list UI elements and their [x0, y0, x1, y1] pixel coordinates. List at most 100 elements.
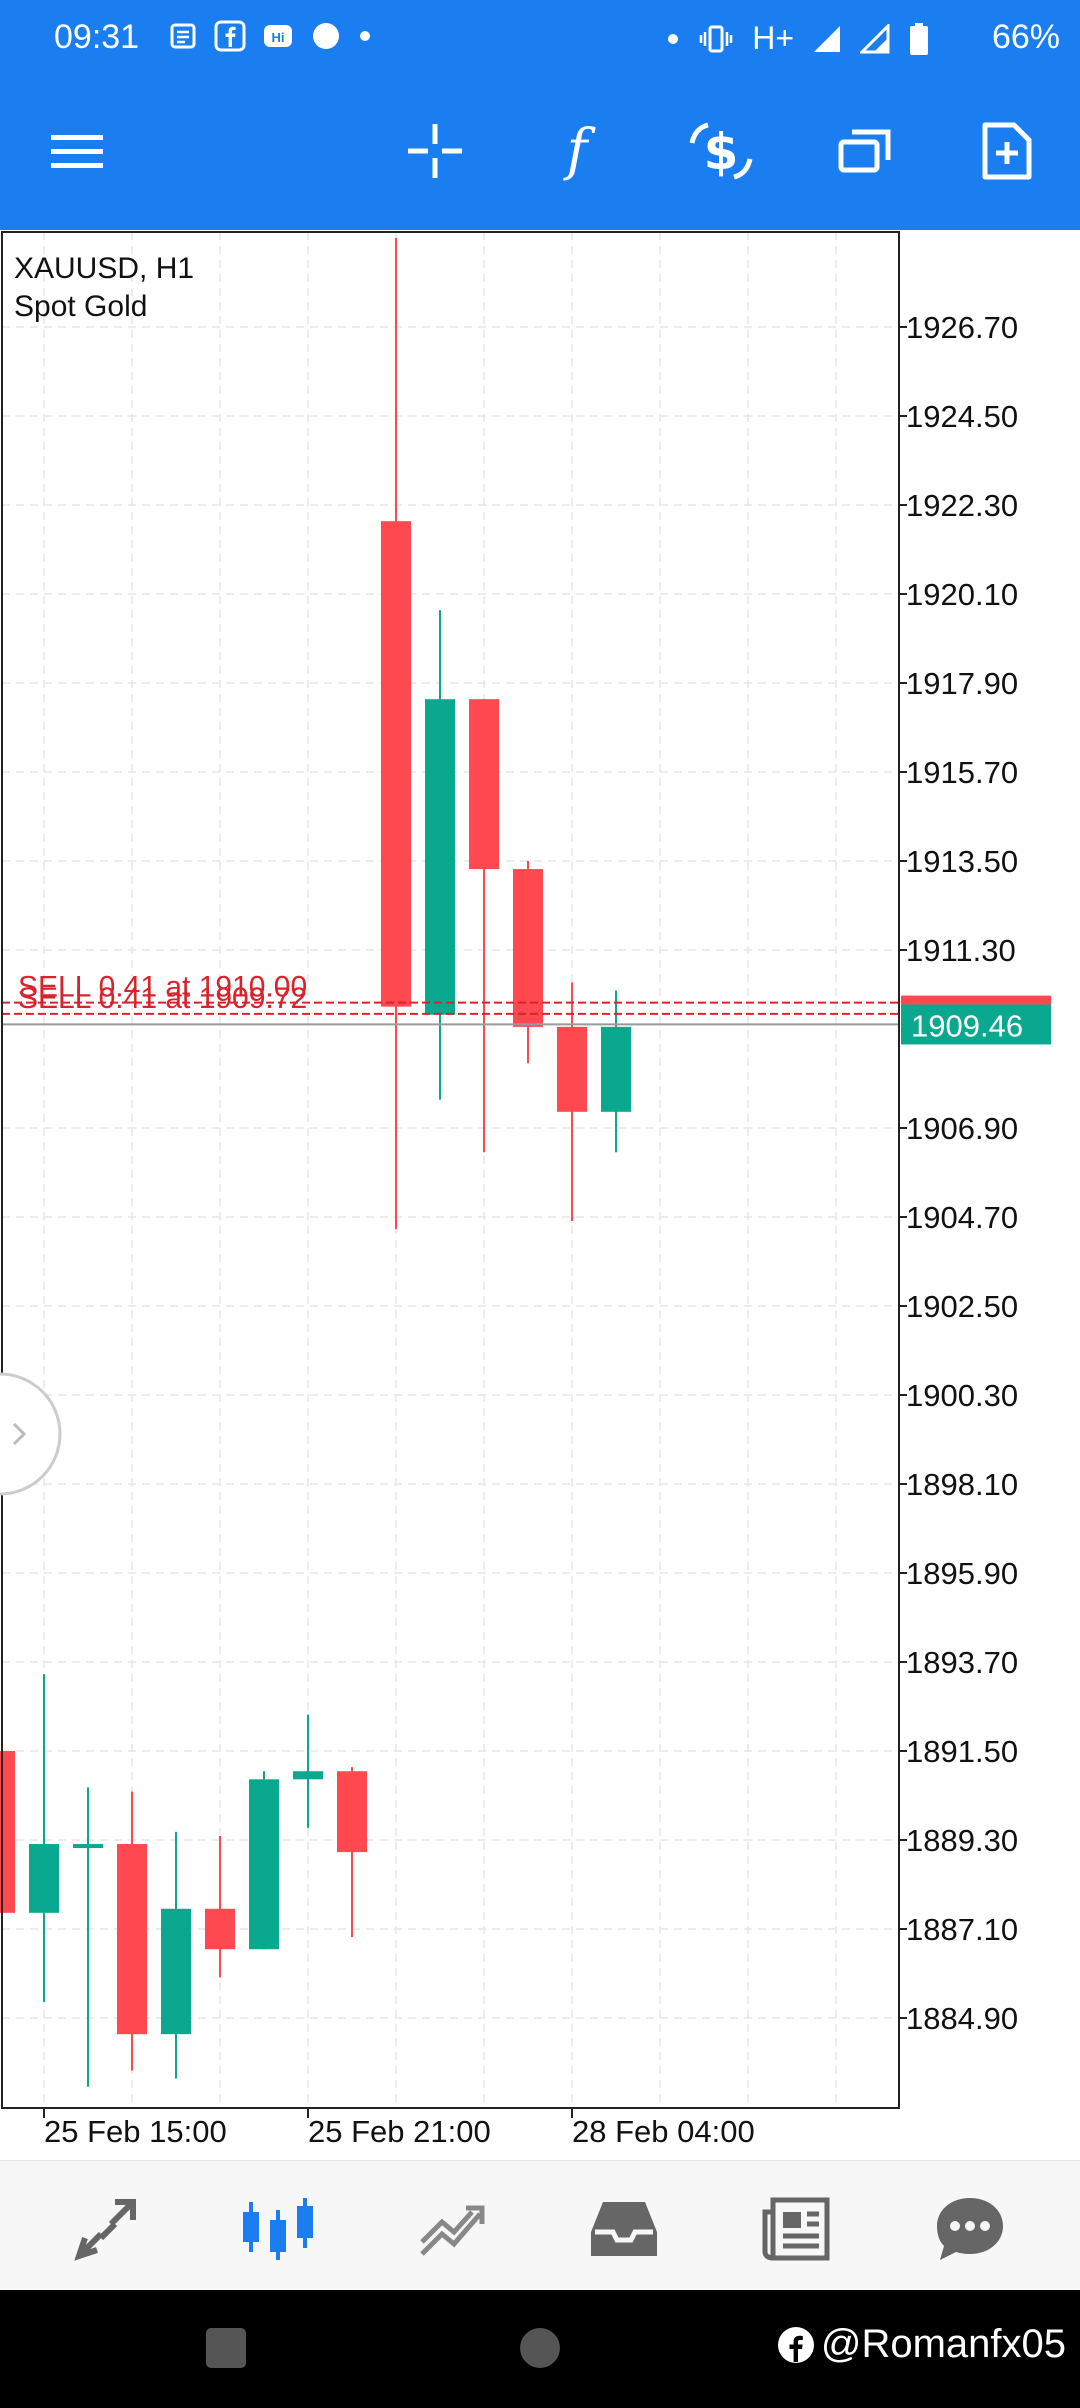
bottom-navigation	[0, 2160, 1080, 2291]
price-tick-label: 1920.10	[906, 577, 1018, 612]
status-bar: 09:31 Hi H+ 66%	[0, 0, 1080, 76]
price-tick-label: 1893.70	[906, 1645, 1018, 1680]
menu-button[interactable]	[42, 116, 112, 186]
status-time: 09:31	[54, 18, 140, 56]
candle	[293, 1714, 323, 1828]
nav-history[interactable]	[584, 2189, 664, 2269]
windows-button[interactable]	[830, 116, 900, 186]
symbol-title: XAUUSD, H1	[14, 252, 195, 285]
candle	[601, 990, 631, 1153]
price-tick-label: 1889.30	[906, 1823, 1018, 1858]
price-tick-label: 1887.10	[906, 1912, 1018, 1947]
candle-body	[557, 1026, 587, 1112]
price-tick-label: 1906.90	[906, 1111, 1018, 1146]
candle-body	[29, 1844, 59, 1913]
candle	[469, 699, 499, 1153]
quotes-arrows-icon	[74, 2199, 136, 2261]
news-icon	[170, 23, 196, 49]
price-tick-label: 1898.10	[906, 1467, 1018, 1502]
nav-quotes[interactable]	[66, 2189, 146, 2269]
nav-chat[interactable]	[930, 2189, 1010, 2269]
home-button[interactable]	[520, 2328, 560, 2368]
price-tick-label: 1917.90	[906, 666, 1018, 701]
watermark: @Romanfx05	[777, 2322, 1066, 2367]
price-tick-label: 1904.70	[906, 1200, 1018, 1235]
watermark-text: @Romanfx05	[820, 2322, 1066, 2366]
vibrate-icon	[699, 25, 733, 52]
candlestick-chart-icon	[243, 2198, 313, 2260]
symbol-info: XAUUSD, H1 Spot Gold	[14, 250, 194, 326]
side-panel-handle[interactable]	[0, 1372, 62, 1496]
candle-body	[249, 1779, 279, 1950]
battery-level: 66%	[991, 18, 1060, 56]
chart-grid	[2, 232, 899, 2108]
hamburger-menu-icon	[51, 135, 103, 168]
price-tick-label: 1900.30	[906, 1378, 1018, 1413]
candle-body	[601, 1026, 631, 1112]
symbol-description: Spot Gold	[14, 290, 148, 323]
price-tick-label: 1913.50	[906, 844, 1018, 879]
function-icon: f	[563, 121, 597, 181]
candle-body	[381, 521, 411, 1007]
price-tick-label: 1902.50	[906, 1289, 1018, 1324]
small-dot-icon	[360, 31, 370, 41]
price-axis: 1926.70 1924.50 1922.30 1920.10 1917.90 1915.…	[899, 310, 1018, 2036]
price-tick-label: 1895.90	[906, 1556, 1018, 1591]
candle-body	[161, 1908, 191, 2035]
candle-body	[0, 1751, 15, 1913]
trade-button[interactable]: $	[686, 116, 756, 186]
current-price-label: 1909.46	[911, 1008, 1023, 1043]
recents-button[interactable]	[206, 2328, 246, 2368]
candle-body	[73, 1844, 103, 1849]
nav-trade[interactable]	[412, 2189, 492, 2269]
trade-line-label: SELL 0.41 at 1909.72	[18, 982, 307, 1015]
chat-bubble-icon	[937, 2198, 1003, 2260]
price-tick-label: 1926.70	[906, 310, 1018, 345]
battery-icon	[910, 22, 928, 55]
candle	[73, 1787, 103, 2087]
inbox-tray-icon	[591, 2202, 657, 2256]
system-navigation-bar: @Romanfx05	[0, 2290, 1080, 2408]
facebook-logo-icon	[777, 2326, 814, 2363]
nav-chart[interactable]	[238, 2189, 318, 2269]
nav-news[interactable]	[756, 2189, 836, 2269]
candle	[425, 610, 455, 1100]
candles	[0, 238, 631, 2087]
notification-icons: Hi	[168, 20, 372, 52]
crosshair-button[interactable]	[400, 116, 470, 186]
time-axis: 25 Feb 15:00 25 Feb 21:00 28 Feb 04:00	[43, 2108, 755, 2149]
indicators-button[interactable]: f	[542, 116, 612, 186]
hi-app-icon: Hi	[264, 25, 292, 47]
facebook-icon	[214, 20, 246, 52]
windows-icon	[838, 129, 891, 173]
svg-text:$: $	[704, 123, 739, 181]
price-tick-label: 1915.70	[906, 755, 1018, 790]
dot-icon	[668, 33, 679, 44]
price-tick-label: 1911.30	[906, 933, 1016, 968]
crosshair-icon	[408, 124, 462, 178]
svg-text:f: f	[563, 121, 597, 181]
current-price-tag	[901, 1004, 1051, 1045]
candle	[117, 1791, 147, 2071]
signal-2-icon	[860, 23, 890, 53]
candle	[381, 238, 411, 1230]
candle-body	[293, 1771, 323, 1780]
new-order-button[interactable]	[972, 116, 1042, 186]
candle	[205, 1835, 235, 1978]
candle	[29, 1674, 59, 2002]
candle	[0, 1751, 15, 1913]
newspaper-icon	[762, 2197, 830, 2261]
trade-trend-icon	[420, 2205, 485, 2256]
candle-body	[469, 699, 499, 870]
new-document-icon	[982, 122, 1032, 180]
price-tick-label: 1891.50	[906, 1734, 1018, 1769]
price-tick-label: 1884.90	[906, 2001, 1018, 2036]
time-tick-label: 25 Feb 15:00	[44, 2114, 227, 2149]
price-chart[interactable]: SELL 0.41 at 1910.00 SELL 0.41 at 1909.72…	[0, 230, 1080, 2160]
candle-body	[337, 1771, 367, 1853]
svg-text:Hi: Hi	[272, 30, 285, 45]
time-tick-label: 28 Feb 04:00	[572, 2114, 755, 2149]
candle-body	[205, 1908, 235, 1950]
